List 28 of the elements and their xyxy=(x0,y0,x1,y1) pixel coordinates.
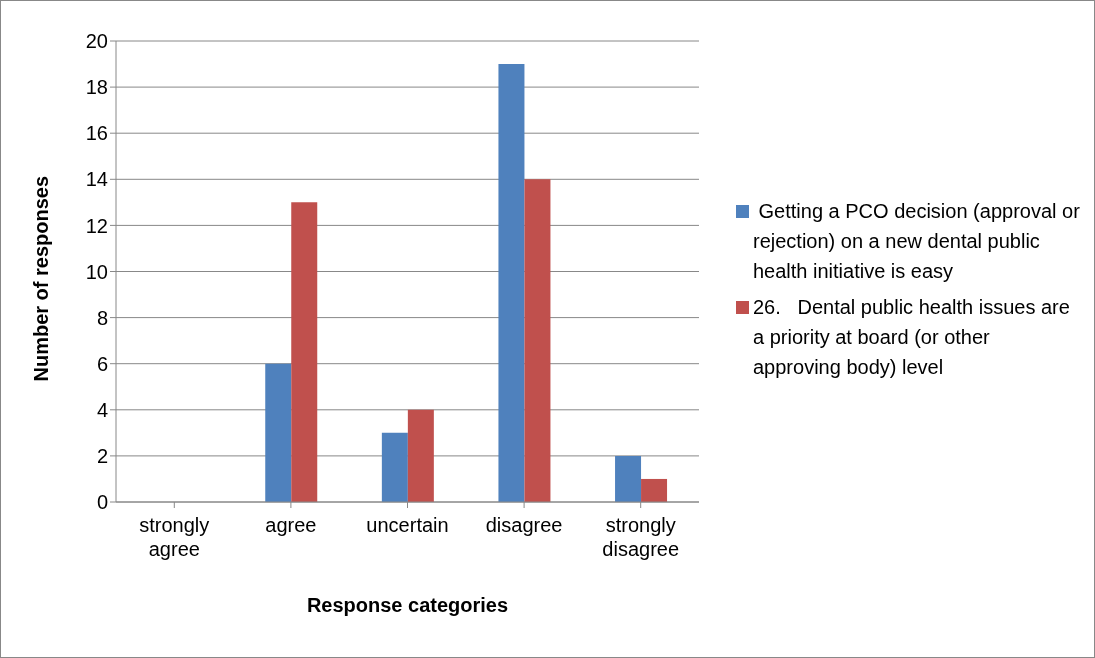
y-tick-label: 8 xyxy=(96,306,108,329)
bar xyxy=(265,363,292,502)
bar xyxy=(615,455,642,502)
y-tick-label: 14 xyxy=(85,168,108,191)
y-tick-label: 16 xyxy=(85,122,108,145)
y-tick-label: 10 xyxy=(85,260,108,283)
x-tick-label: strongly agree xyxy=(139,514,210,560)
legend-label: Getting a PCO decision (approval or rejection) on a new dental public health initiative is easy xyxy=(753,199,1081,284)
bar xyxy=(641,478,668,502)
x-axis-title: Response categories xyxy=(306,594,509,616)
bar xyxy=(498,64,525,502)
bar xyxy=(524,179,551,502)
y-tick-label: 6 xyxy=(96,352,108,375)
x-tick-label: agree xyxy=(265,514,317,536)
legend-label: 26. Dental public health issues are a priority at board (or other approving body) level xyxy=(753,295,1071,380)
y-tick-label: 2 xyxy=(96,445,108,467)
x-tick-label: uncertain xyxy=(366,514,449,536)
x-tick-label: strongly disagree xyxy=(602,514,680,560)
y-tick-label: 4 xyxy=(96,398,108,421)
y-axis-title: Number of responses xyxy=(30,175,53,382)
y-tick-label: 12 xyxy=(85,214,108,237)
y-tick-label: 20 xyxy=(85,30,108,53)
bar xyxy=(381,432,408,502)
x-tick-label: disagree xyxy=(485,514,563,536)
bar xyxy=(291,202,318,502)
y-tick-label: 18 xyxy=(85,76,108,99)
bar xyxy=(407,409,434,502)
y-tick-label: 0 xyxy=(96,491,108,514)
